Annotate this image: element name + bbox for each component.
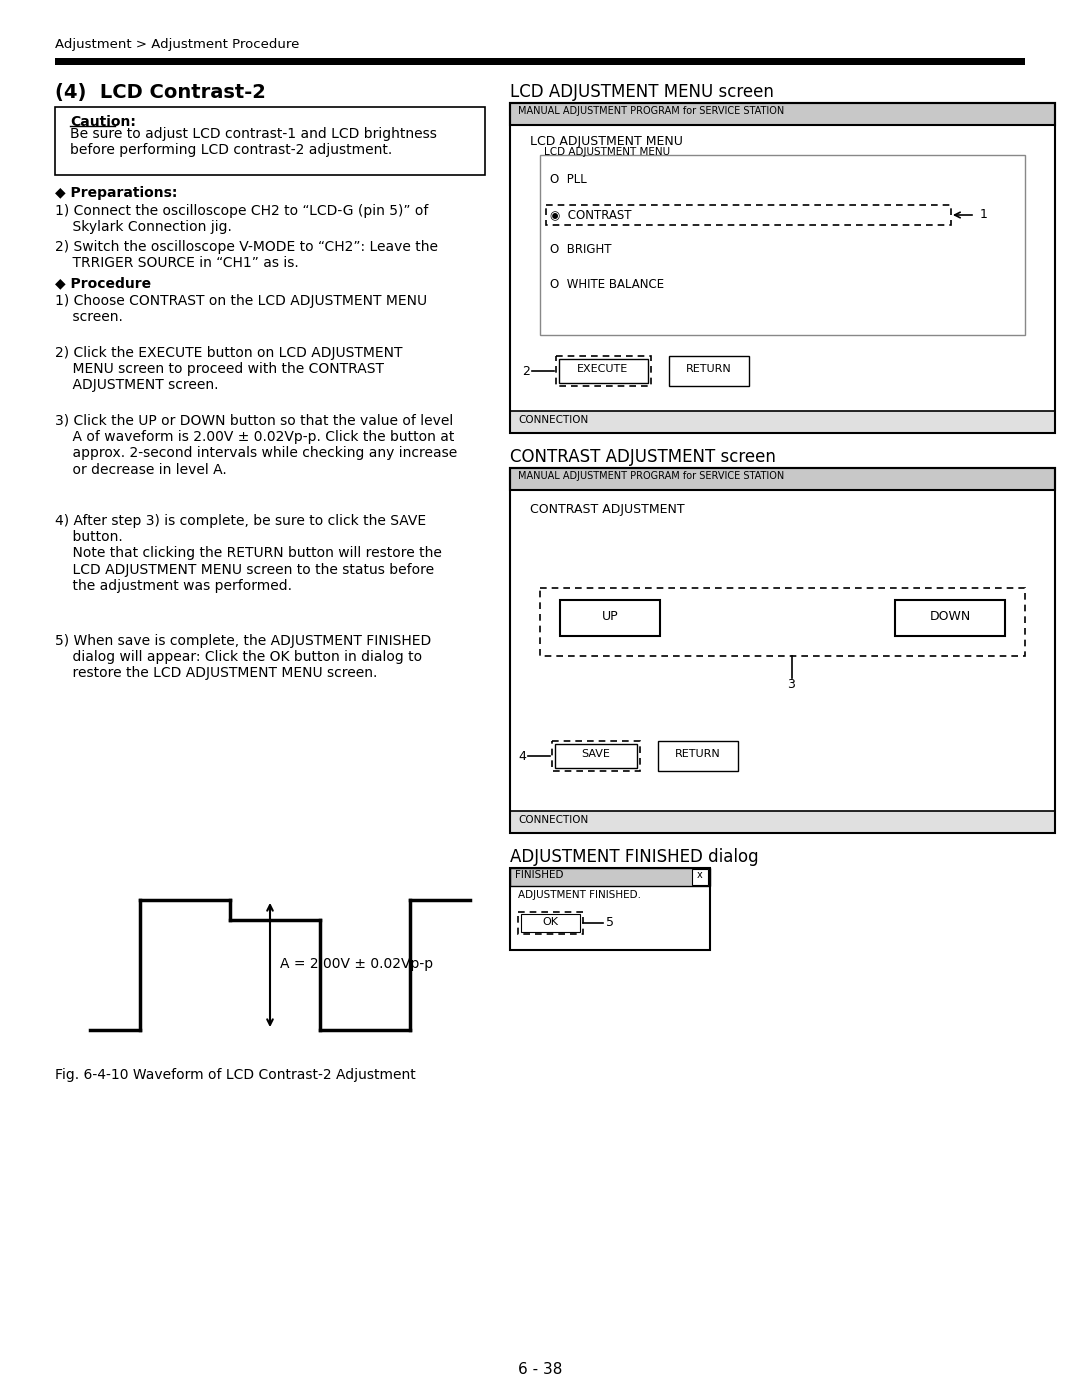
Text: 3) Click the UP or DOWN button so that the value of level
    A of waveform is 2: 3) Click the UP or DOWN button so that t… (55, 414, 457, 476)
Text: Caution:: Caution: (70, 115, 136, 129)
Text: CONTRAST ADJUSTMENT screen: CONTRAST ADJUSTMENT screen (510, 448, 775, 467)
Text: Be sure to adjust LCD contrast-1 and LCD brightness
before performing LCD contra: Be sure to adjust LCD contrast-1 and LCD… (70, 127, 437, 158)
Text: 4) After step 3) is complete, be sure to click the SAVE
    button.
    Note tha: 4) After step 3) is complete, be sure to… (55, 514, 442, 592)
Text: 1) Connect the oscilloscope CH2 to “LCD-G (pin 5)” of
    Skylark Connection jig: 1) Connect the oscilloscope CH2 to “LCD-… (55, 204, 429, 235)
Bar (692, 869, 708, 886)
Bar (556, 356, 651, 386)
Text: ◆ Procedure: ◆ Procedure (55, 277, 151, 291)
Text: 2) Click the EXECUTE button on LCD ADJUSTMENT
    MENU screen to proceed with th: 2) Click the EXECUTE button on LCD ADJUS… (55, 346, 403, 393)
Text: 6 - 38: 6 - 38 (517, 1362, 563, 1377)
Text: (4)  LCD Contrast-2: (4) LCD Contrast-2 (55, 82, 266, 102)
Text: A = 2.00V ± 0.02Vp-p: A = 2.00V ± 0.02Vp-p (280, 957, 433, 971)
Text: MANUAL ADJUSTMENT PROGRAM for SERVICE STATION: MANUAL ADJUSTMENT PROGRAM for SERVICE ST… (518, 471, 784, 481)
Bar (559, 359, 648, 383)
Bar (510, 468, 1055, 490)
Text: RETURN: RETURN (686, 365, 732, 374)
Text: 1: 1 (980, 208, 988, 221)
Bar (510, 103, 1055, 124)
Text: ADJUSTMENT FINISHED dialog: ADJUSTMENT FINISHED dialog (510, 848, 758, 866)
Text: CONNECTION: CONNECTION (518, 814, 589, 826)
Text: Adjustment > Adjustment Procedure: Adjustment > Adjustment Procedure (55, 38, 299, 52)
Bar (510, 868, 710, 950)
Text: O  BRIGHT: O BRIGHT (550, 243, 611, 256)
Text: ADJUSTMENT FINISHED.: ADJUSTMENT FINISHED. (518, 890, 642, 900)
Bar (510, 411, 1055, 433)
Text: UP: UP (602, 610, 619, 623)
Bar (546, 205, 951, 225)
Text: LCD ADJUSTMENT MENU: LCD ADJUSTMENT MENU (544, 147, 670, 156)
Bar (518, 912, 583, 935)
Bar (55, 59, 1025, 66)
Bar (510, 103, 1055, 433)
Text: ◆ Preparations:: ◆ Preparations: (55, 186, 177, 200)
Bar (552, 740, 640, 771)
Text: 2: 2 (522, 365, 530, 379)
Text: CONTRAST ADJUSTMENT: CONTRAST ADJUSTMENT (530, 503, 685, 515)
Text: 4: 4 (518, 750, 526, 763)
Text: 5: 5 (606, 916, 615, 929)
Bar (658, 740, 738, 771)
Text: FINISHED: FINISHED (515, 870, 564, 880)
Bar (510, 868, 710, 886)
Text: LCD ADJUSTMENT MENU: LCD ADJUSTMENT MENU (530, 136, 683, 148)
Text: CONNECTION: CONNECTION (518, 415, 589, 425)
Bar (510, 468, 1055, 833)
Text: x: x (697, 870, 703, 880)
Text: DOWN: DOWN (930, 610, 971, 623)
Text: SAVE: SAVE (581, 749, 610, 759)
Text: EXECUTE: EXECUTE (578, 365, 629, 374)
Bar (55, 108, 485, 175)
Text: MANUAL ADJUSTMENT PROGRAM for SERVICE STATION: MANUAL ADJUSTMENT PROGRAM for SERVICE ST… (518, 106, 784, 116)
Text: 3: 3 (787, 678, 795, 692)
Bar (669, 356, 750, 386)
Text: RETURN: RETURN (675, 749, 720, 759)
Bar (510, 812, 1055, 833)
Text: 5) When save is complete, the ADJUSTMENT FINISHED
    dialog will appear: Click : 5) When save is complete, the ADJUSTMENT… (55, 634, 431, 680)
Text: LCD ADJUSTMENT MENU screen: LCD ADJUSTMENT MENU screen (510, 82, 774, 101)
Text: 2) Switch the oscilloscope V-MODE to “CH2”: Leave the
    TRRIGER SOURCE in “CH1: 2) Switch the oscilloscope V-MODE to “CH… (55, 240, 438, 270)
Text: O  WHITE BALANCE: O WHITE BALANCE (550, 278, 664, 291)
Bar (561, 599, 660, 636)
Bar (555, 745, 637, 768)
Bar (521, 914, 580, 932)
Text: Fig. 6-4-10 Waveform of LCD Contrast-2 Adjustment: Fig. 6-4-10 Waveform of LCD Contrast-2 A… (55, 1067, 416, 1083)
Bar (540, 588, 1025, 657)
Bar (895, 599, 1005, 636)
Text: ◉  CONTRAST: ◉ CONTRAST (550, 208, 632, 221)
Text: 1) Choose CONTRAST on the LCD ADJUSTMENT MENU
    screen.: 1) Choose CONTRAST on the LCD ADJUSTMENT… (55, 293, 427, 324)
Text: OK: OK (542, 916, 558, 928)
Bar (540, 155, 1025, 335)
Text: O  PLL: O PLL (550, 173, 586, 186)
